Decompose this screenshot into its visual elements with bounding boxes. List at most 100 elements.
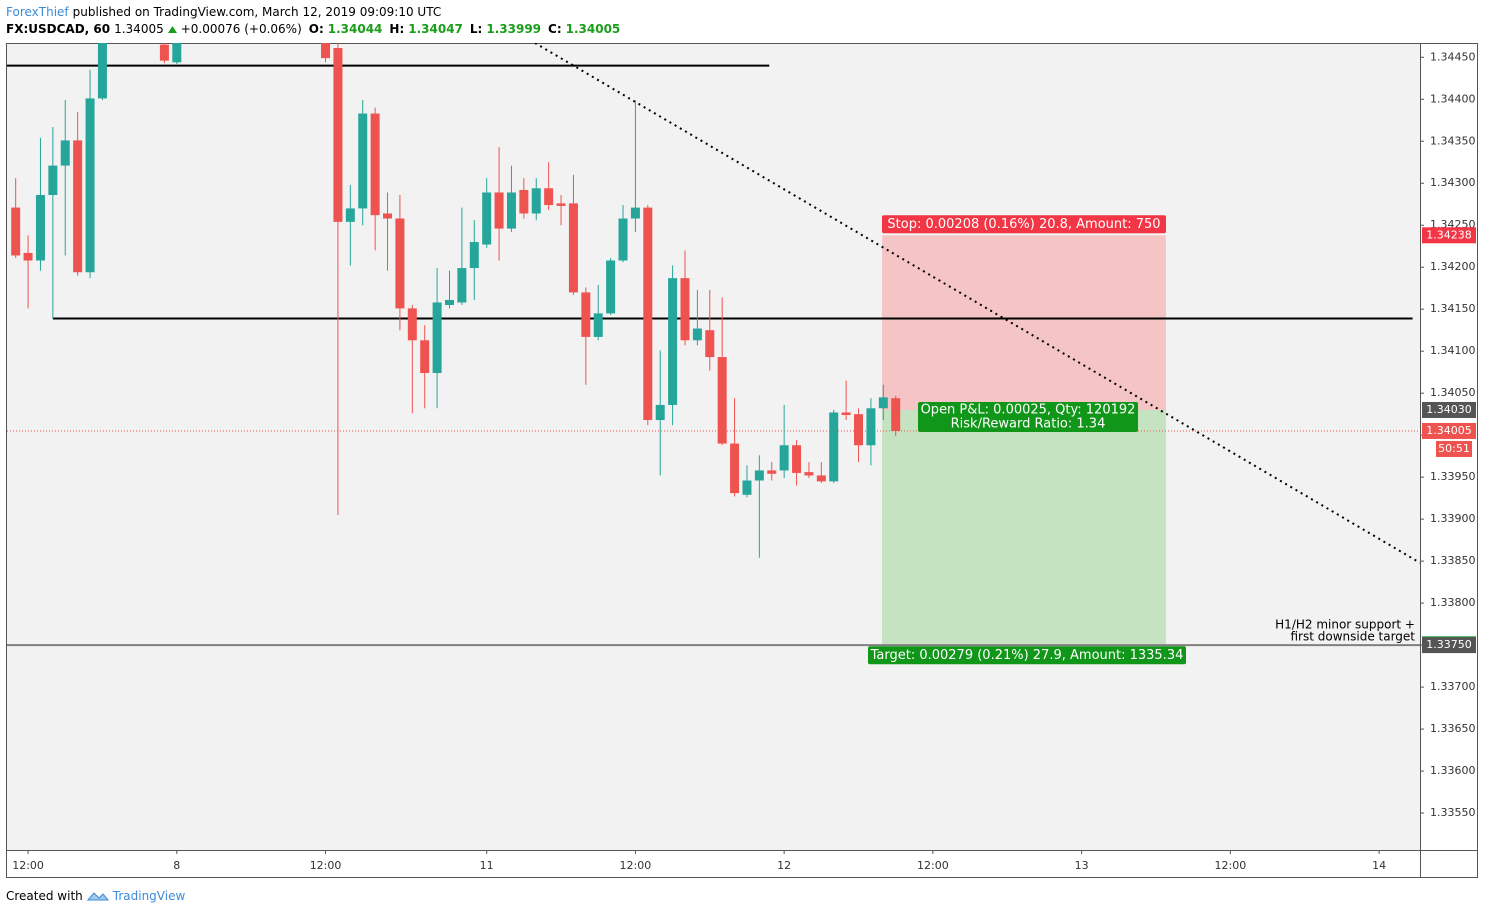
candle-body: [630, 207, 640, 219]
symbol: FX:USDCAD, 60: [6, 22, 111, 36]
candle-body: [407, 308, 417, 341]
ohlc-value: 1.33999: [486, 22, 542, 36]
candle-body: [494, 192, 504, 229]
frame: [6, 43, 1478, 878]
axes: 1.344501.344001.343501.343001.342501.342…: [12, 50, 1476, 872]
stop-zone: [882, 235, 1166, 410]
candle-body: [531, 188, 541, 214]
y-tick-label: 1.33550: [1430, 806, 1476, 819]
candle-body: [643, 207, 653, 421]
candle-body: [23, 252, 33, 261]
plot: Stop: 0.00208 (0.16%) 20.8, Amount: 750 O…: [7, 43, 1420, 665]
published: published on TradingView.com, March 12, …: [72, 5, 442, 19]
candle-body: [606, 260, 616, 314]
publish-line: ForexThief published on TradingView.com,…: [6, 5, 441, 19]
candle-body: [85, 98, 95, 273]
candle-body: [581, 292, 591, 337]
stop-label-bg: [881, 215, 1166, 234]
candle-body: [854, 414, 864, 446]
logo: [86, 892, 109, 901]
ohlc-value: 1.34047: [408, 22, 463, 36]
price-badge: [1422, 401, 1476, 418]
candle-body: [792, 445, 802, 473]
y-tick-label: 1.34050: [1430, 386, 1476, 399]
x-tick-label: 12:00: [620, 859, 652, 872]
x-tick-label: 11: [480, 859, 494, 872]
candle-body: [544, 188, 554, 206]
y-tick-label: 1.33700: [1430, 680, 1476, 693]
candle-body: [668, 278, 678, 405]
y-tick-label: 1.33950: [1430, 470, 1476, 483]
target-zone: [882, 409, 1166, 645]
candle-body: [506, 192, 516, 229]
x-tick-label: 14: [1372, 859, 1386, 872]
candle-body: [705, 330, 715, 358]
candle-body: [692, 328, 702, 341]
candle-body: [816, 475, 826, 482]
annotation: first downside target: [1290, 630, 1415, 644]
ohlc-key: O:: [308, 22, 324, 36]
candle-body: [891, 398, 901, 431]
candle-body: [754, 470, 764, 481]
y-tick-label: 1.33800: [1430, 596, 1476, 609]
target-label: Target: 0.00279 (0.21%) 27.9, Amount: 13…: [870, 648, 1184, 663]
target-label-bg: [868, 646, 1186, 665]
y-tick-label: 1.34100: [1430, 344, 1476, 357]
ohlc-value: 1.34005: [565, 22, 621, 36]
candle-body: [866, 408, 876, 446]
author[interactable]: ForexThief: [6, 5, 69, 19]
candle-body: [779, 445, 789, 471]
candle-body: [655, 404, 665, 421]
candle-body: [358, 113, 368, 209]
candle-body: [172, 43, 182, 63]
stop-label: Stop: 0.00208 (0.16%) 20.8, Amount: 750: [887, 217, 1160, 232]
candle-body: [767, 470, 777, 474]
candle-body: [73, 140, 83, 273]
y-tick-label: 1.33600: [1430, 764, 1476, 777]
ohlc-key: L:: [469, 22, 483, 36]
countdown: 50:51: [1438, 442, 1470, 455]
y-tick-label: 1.34200: [1430, 260, 1476, 273]
candle-body: [60, 140, 70, 166]
candle-body: [469, 242, 479, 269]
created-with: Created with: [6, 889, 83, 903]
x-tick-label: 12:00: [12, 859, 44, 872]
x-tick-label: 12: [777, 859, 791, 872]
candle-body: [556, 203, 566, 206]
ratio-label: Risk/Reward Ratio: 1.34: [951, 416, 1106, 431]
brand[interactable]: TradingView: [112, 889, 186, 903]
candle-body: [321, 43, 331, 59]
y-tick-label: 1.33850: [1430, 554, 1476, 567]
pnl-label: Open P&L: 0.00025, Qty: 120192: [921, 402, 1136, 417]
candle-body: [519, 189, 529, 214]
up-arrow: [167, 25, 177, 33]
candle-body: [420, 340, 430, 374]
price-badge: [1422, 637, 1476, 654]
candle-body: [345, 208, 355, 222]
candle-body: [11, 207, 21, 256]
candle-body: [35, 194, 45, 261]
y-tick-label: 1.34150: [1430, 302, 1476, 315]
candle-body: [742, 480, 752, 495]
price-badge: [1422, 422, 1476, 439]
x-tick-label: 12:00: [917, 859, 949, 872]
candle-body: [457, 268, 467, 303]
candle-body: [841, 412, 851, 416]
symbol-line: FX:USDCAD, 60 1.34005 +0.00076 (+0.06%) …: [6, 22, 620, 36]
candle-body: [804, 472, 814, 476]
price-badge-label: 1.34005: [1426, 424, 1472, 437]
change: +0.00076 (+0.06%): [180, 22, 302, 36]
candle-body: [395, 218, 405, 309]
y-tick-label: 1.34350: [1430, 134, 1476, 147]
candle-body: [432, 302, 442, 374]
candle-body: [878, 397, 888, 409]
candle-body: [48, 165, 58, 195]
y-tick-label: 1.34450: [1430, 50, 1476, 63]
candle-body: [333, 48, 343, 222]
y-tick-label: 1.34400: [1430, 92, 1476, 105]
pnl-label-bg: [918, 401, 1138, 432]
candle-body: [159, 44, 169, 61]
ohlc-value: 1.34044: [327, 22, 383, 36]
